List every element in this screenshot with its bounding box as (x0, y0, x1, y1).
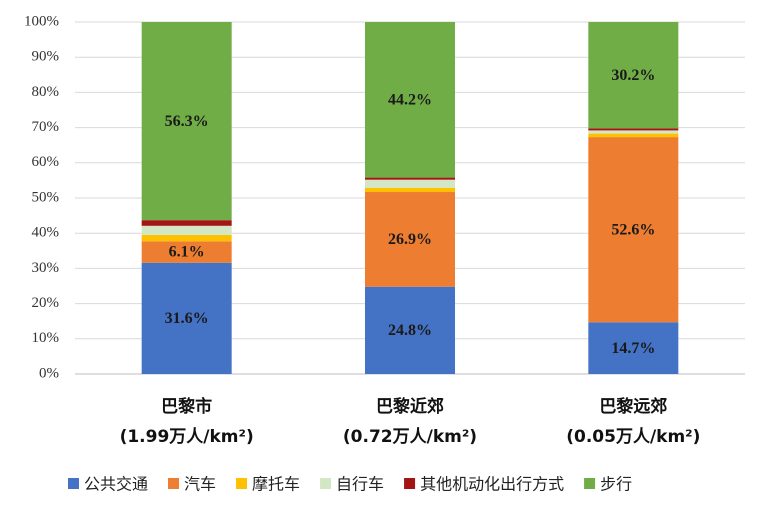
y-tick-label: 30% (32, 260, 60, 276)
legend-swatch (584, 478, 596, 489)
bar-segment (588, 130, 679, 134)
bar-segment (588, 128, 679, 131)
bar-segment (365, 192, 455, 287)
legend-swatch (236, 478, 248, 489)
bar-segment (141, 262, 232, 374)
legend-label: 公共交通 (84, 475, 148, 494)
value-label: 14.7% (611, 340, 655, 357)
legend-label: 其他机动化出行方式 (420, 475, 564, 494)
bar-segment (588, 133, 679, 138)
bar-segment (365, 179, 455, 188)
x-tick-label: 巴黎市 (161, 396, 212, 417)
value-label: 31.6% (165, 310, 209, 327)
y-tick-label: 0% (39, 365, 59, 381)
bar-segment (141, 225, 232, 235)
value-label: 44.2% (388, 91, 432, 108)
x-tick-label: 巴黎远郊 (599, 396, 667, 417)
value-label: 24.8% (388, 322, 432, 339)
legend-label: 步行 (600, 475, 632, 494)
x-tick-label: (0.72万人/km²) (343, 427, 477, 447)
y-tick-label: 100% (24, 13, 59, 29)
y-tick-label: 80% (32, 84, 60, 100)
bar-segment (365, 22, 455, 178)
legend-swatch (404, 478, 416, 489)
x-tick-label: (1.99万人/km²) (120, 427, 254, 447)
y-tick-label: 60% (32, 154, 60, 170)
y-tick-label: 50% (32, 189, 60, 205)
legend-label: 汽车 (184, 475, 216, 494)
bar-segment (141, 220, 232, 226)
legend-swatch (68, 478, 79, 489)
value-label: 26.9% (388, 231, 432, 248)
bar-segment (588, 22, 679, 129)
bar-segment (141, 22, 232, 221)
bar-segment (365, 177, 455, 180)
legend-swatch (320, 478, 332, 489)
legend-swatch (168, 478, 180, 489)
y-tick-label: 70% (32, 119, 60, 135)
bar-segment (141, 234, 232, 242)
value-label: 30.2% (611, 67, 655, 84)
y-tick-label: 90% (32, 49, 60, 65)
legend-label: 摩托车 (252, 475, 300, 494)
y-tick-label: 10% (32, 330, 60, 346)
bar-segment (365, 286, 455, 374)
bar-segment (588, 137, 679, 323)
value-label: 56.3% (165, 113, 209, 130)
legend-label: 自行车 (336, 475, 384, 494)
value-label: 6.1% (169, 244, 205, 261)
y-tick-label: 40% (32, 225, 60, 241)
x-tick-label: 巴黎近郊 (376, 396, 444, 417)
x-tick-label: (0.05万人/km²) (566, 427, 700, 447)
bar-segment (588, 322, 679, 374)
y-tick-label: 20% (32, 295, 60, 311)
value-label: 52.6% (611, 221, 655, 238)
bar-segment (365, 187, 455, 193)
bar-segment (141, 241, 232, 263)
